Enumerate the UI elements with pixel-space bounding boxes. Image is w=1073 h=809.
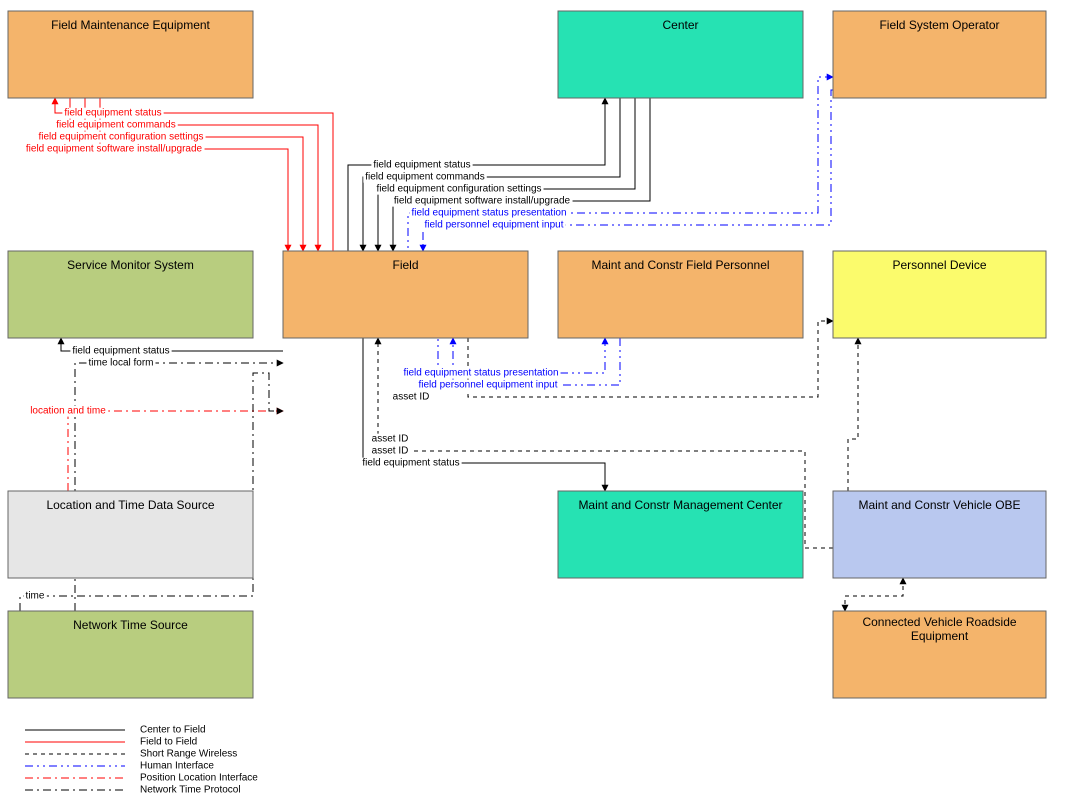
svg-text:field equipment configuration: field equipment configuration settings xyxy=(38,132,203,143)
svg-text:field equipment status present: field equipment status presentation xyxy=(403,368,558,379)
svg-text:field equipment software insta: field equipment software install/upgrade xyxy=(26,144,203,155)
node-ltds: Location and Time Data Source xyxy=(8,491,253,578)
node-mcmc: Maint and Constr Management Center xyxy=(558,491,803,578)
node-center: Center xyxy=(558,11,803,98)
node-cvre: Connected Vehicle RoadsideEquipment xyxy=(833,611,1046,698)
node-label: Network Time Source xyxy=(73,618,188,632)
node-fme: Field Maintenance Equipment xyxy=(8,11,253,98)
edge-mcvobe-aid-pd xyxy=(848,338,858,491)
legend-label: Position Location Interface xyxy=(140,773,258,784)
node-field: Field xyxy=(283,251,528,338)
node-fso: Field System Operator xyxy=(833,11,1046,98)
svg-text:asset ID: asset ID xyxy=(393,392,430,403)
svg-text:field equipment software insta: field equipment software install/upgrade xyxy=(394,196,571,207)
legend: Center to FieldField to FieldShort Range… xyxy=(25,725,258,796)
node-label: Connected Vehicle Roadside xyxy=(862,615,1016,629)
node-label: Maint and Constr Management Center xyxy=(578,498,782,512)
edge-ltds-lat xyxy=(68,411,283,491)
node-label: Field Maintenance Equipment xyxy=(51,18,210,32)
legend-label: Human Interface xyxy=(140,761,214,772)
svg-text:field equipment configuration: field equipment configuration settings xyxy=(376,184,541,195)
legend-label: Field to Field xyxy=(140,737,197,748)
svg-text:field equipment status: field equipment status xyxy=(72,346,169,357)
node-label: Location and Time Data Source xyxy=(46,498,214,512)
node-mcfp: Maint and Constr Field Personnel xyxy=(558,251,803,338)
svg-text:field equipment status: field equipment status xyxy=(362,458,459,469)
svg-text:time local form: time local form xyxy=(88,358,153,369)
edge-mcvobe-cvre xyxy=(845,578,903,611)
node-nts: Network Time Source xyxy=(8,611,253,698)
svg-text:field equipment status: field equipment status xyxy=(373,160,470,171)
node-pd: Personnel Device xyxy=(833,251,1046,338)
node-sms: Service Monitor System xyxy=(8,251,253,338)
node-label: Maint and Constr Vehicle OBE xyxy=(858,498,1020,512)
legend-label: Center to Field xyxy=(140,725,206,736)
svg-text:field equipment status: field equipment status xyxy=(64,108,161,119)
svg-text:field equipment commands: field equipment commands xyxy=(56,120,176,131)
svg-text:asset ID: asset ID xyxy=(372,434,409,445)
node-label: Center xyxy=(662,18,698,32)
node-label: Service Monitor System xyxy=(67,258,194,272)
svg-text:time: time xyxy=(26,591,45,602)
node-label: Field System Operator xyxy=(879,18,999,32)
svg-text:field equipment commands: field equipment commands xyxy=(365,172,485,183)
node-label: Field xyxy=(392,258,418,272)
svg-text:field personnel equipment inpu: field personnel equipment input xyxy=(425,220,564,231)
node-mcvobe: Maint and Constr Vehicle OBE xyxy=(833,491,1046,578)
legend-label: Short Range Wireless xyxy=(140,749,237,760)
svg-text:location and time: location and time xyxy=(30,406,106,417)
diagram-canvas: Field Maintenance Equipment Center Field S… xyxy=(0,0,1073,809)
svg-text:field equipment status present: field equipment status presentation xyxy=(411,208,566,219)
node-label: Equipment xyxy=(911,629,969,643)
legend-label: Network Time Protocol xyxy=(140,785,241,796)
node-label: Maint and Constr Field Personnel xyxy=(591,258,769,272)
svg-text:field personnel equipment inpu: field personnel equipment input xyxy=(419,380,558,391)
svg-text:asset ID: asset ID xyxy=(372,446,409,457)
node-label: Personnel Device xyxy=(892,258,986,272)
